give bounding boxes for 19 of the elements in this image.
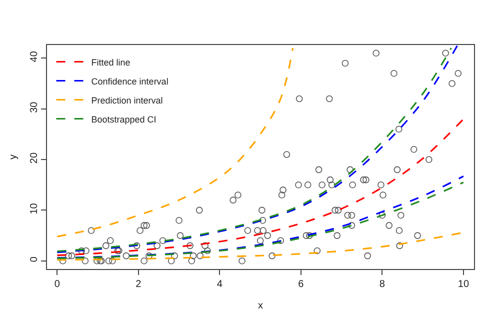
line-series bbox=[56, 47, 294, 238]
y-tick-label: 30 bbox=[29, 101, 40, 113]
y-tick-label: 40 bbox=[29, 50, 40, 62]
line-series bbox=[56, 118, 464, 256]
y-axis-title: y bbox=[8, 154, 19, 160]
x-tick-label: 0 bbox=[54, 279, 60, 290]
x-tick-label: 2 bbox=[136, 279, 142, 290]
y-tick-label: 0 bbox=[29, 256, 40, 262]
x-tick-label: 6 bbox=[298, 279, 304, 290]
legend-label: Confidence interval bbox=[91, 76, 168, 86]
legend-label: Bootstrapped CI bbox=[91, 114, 156, 124]
x-tick-label: 4 bbox=[216, 279, 223, 290]
y-tick-label: 20 bbox=[29, 152, 40, 164]
x-tick-label: 8 bbox=[379, 279, 386, 290]
y-tick-label: 10 bbox=[29, 202, 40, 214]
legend-label: Fitted line bbox=[91, 57, 130, 68]
x-axis-title: x bbox=[258, 300, 263, 312]
legend-label: Prediction interval bbox=[91, 95, 163, 106]
x-tick-label: 10 bbox=[458, 279, 470, 290]
